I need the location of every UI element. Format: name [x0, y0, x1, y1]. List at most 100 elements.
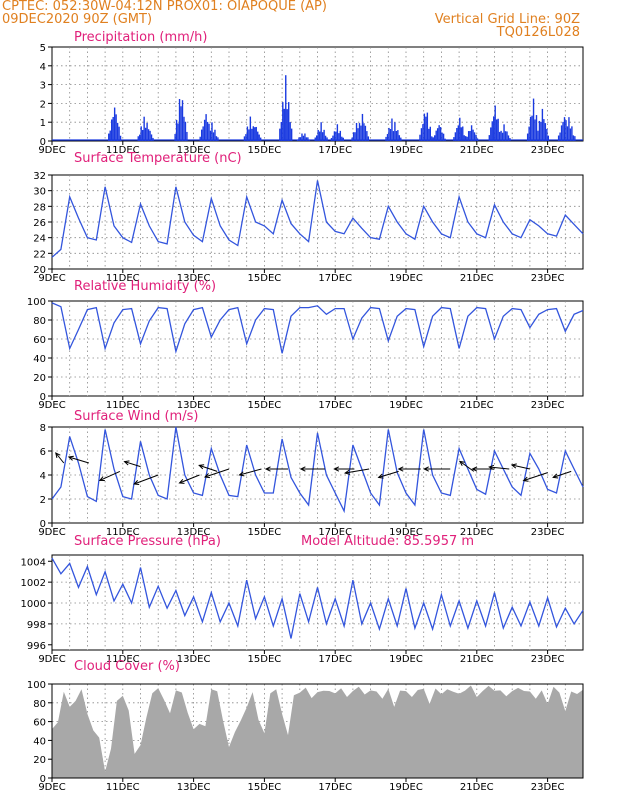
precip-xtick-label: 17DEC: [318, 145, 352, 156]
temp-xtick-label: 19DEC: [389, 273, 423, 284]
wind-ytick-label: 6: [40, 447, 46, 458]
precip-bar: [423, 113, 426, 141]
precip-bar: [118, 126, 120, 141]
precip-bar: [150, 134, 153, 141]
precip-bar: [367, 136, 370, 141]
wind-arrow-head: [203, 473, 211, 479]
cloud-frame-overlay: [51, 683, 584, 779]
precip-ytick-label: 3: [40, 81, 46, 92]
wind-arrow: [179, 474, 200, 484]
precip-bar: [289, 122, 291, 141]
precip-bar: [243, 136, 246, 141]
psfc-xtick-label: 9DEC: [38, 654, 65, 665]
wind-arrow-head: [98, 476, 105, 482]
precip-bar: [566, 126, 569, 141]
precip-bar: [565, 120, 567, 141]
precip-bar: [441, 132, 443, 141]
wind-arrow: [459, 460, 475, 472]
precip-bar: [109, 130, 111, 141]
cloud-ytick-label: 0: [40, 774, 46, 785]
precip-bar: [321, 132, 324, 141]
precip-bar: [211, 122, 213, 141]
precip-bar: [357, 128, 359, 141]
precip-bar: [217, 137, 219, 141]
precip-bar: [394, 122, 396, 141]
precip-bar: [186, 131, 188, 141]
wind-arrow-head: [178, 478, 185, 484]
wind-arrow-head: [238, 471, 245, 477]
wind-arrow-head: [55, 452, 61, 458]
temp-xtick-label: 21DEC: [460, 273, 494, 284]
precip-bar: [397, 130, 399, 141]
precip-bar: [419, 134, 421, 141]
precip-bar: [462, 126, 464, 141]
precip-bar: [465, 136, 467, 141]
wind-arrow-head: [198, 464, 205, 470]
precip-bar: [203, 119, 206, 141]
precip-bar: [470, 125, 473, 141]
temp-series-line: [51, 180, 584, 258]
precip-bar: [245, 134, 247, 141]
precip-bar: [495, 119, 498, 141]
precip-xtick-label: 19DEC: [389, 145, 423, 156]
temp-title: Surface Temperature (nC): [74, 151, 242, 166]
precip-bar: [290, 128, 293, 141]
precip-bar: [431, 136, 433, 141]
psfc-xtick-label: 21DEC: [460, 654, 494, 665]
precip-bar: [318, 131, 321, 141]
precip-bar: [255, 126, 257, 141]
precip-bar: [147, 129, 150, 141]
wind-arrow-head: [471, 466, 478, 472]
rh-xtick-label: 17DEC: [318, 400, 352, 411]
precip-bar: [140, 126, 142, 141]
psfc-series-line: [51, 557, 584, 639]
rh-xtick-label: 21DEC: [460, 400, 494, 411]
precip-bar: [258, 134, 260, 141]
precip-bar: [180, 106, 182, 141]
psfc-ytick-label: 998: [27, 620, 46, 631]
precip-bar: [205, 114, 207, 141]
rh-ytick-label: 20: [33, 373, 46, 384]
wind-arrow-head: [264, 466, 271, 472]
precip-bar: [302, 135, 305, 141]
precip-bar: [338, 133, 340, 141]
header-model-id: TQ0126L028: [496, 25, 580, 40]
precip-bar: [304, 133, 306, 141]
wind-arrow-head: [377, 473, 384, 479]
precip-bar: [354, 132, 356, 141]
wind-xtick-label: 13DEC: [177, 527, 211, 538]
precip-bar: [389, 129, 392, 141]
precip-bar: [494, 105, 496, 141]
precip-bar: [305, 137, 308, 141]
precip-bar: [506, 131, 508, 141]
cloud-xtick-label: 13DEC: [177, 782, 211, 793]
rh-ytick-label: 100: [27, 297, 46, 308]
precip-bar: [544, 123, 547, 141]
precip-bar: [488, 135, 490, 141]
precip-bar: [209, 130, 212, 141]
rh-xtick-label: 9DEC: [38, 400, 65, 411]
header-station-info: CPTEC: 052:30W-04:12N PROX01: OIAPOQUE (…: [2, 0, 327, 14]
wind-xtick-label: 9DEC: [38, 527, 65, 538]
wind-arrow: [124, 461, 141, 468]
precip-bar: [316, 135, 318, 141]
cloud-xtick-label: 11DEC: [106, 782, 140, 793]
psfc-xtick-label: 15DEC: [248, 654, 282, 665]
precip-bar: [428, 128, 430, 141]
precip-bar: [547, 135, 549, 141]
psfc-ytick-label: 996: [27, 641, 46, 652]
psfc-annotation: Model Altitude: 85.5957 m: [301, 534, 474, 549]
precip-bar: [507, 135, 510, 141]
precip-bar: [301, 133, 303, 141]
wind-arrow: [378, 470, 399, 478]
rh-ytick-label: 80: [33, 316, 46, 327]
wind-arrow-head: [510, 463, 517, 469]
precip-bar: [395, 130, 398, 141]
precip-bar: [538, 120, 541, 141]
precip-bar: [442, 133, 445, 141]
precip-bar: [426, 112, 429, 141]
precip-bar: [358, 123, 361, 141]
cloud-ytick-label: 80: [33, 699, 46, 710]
precip-bar: [254, 127, 256, 141]
